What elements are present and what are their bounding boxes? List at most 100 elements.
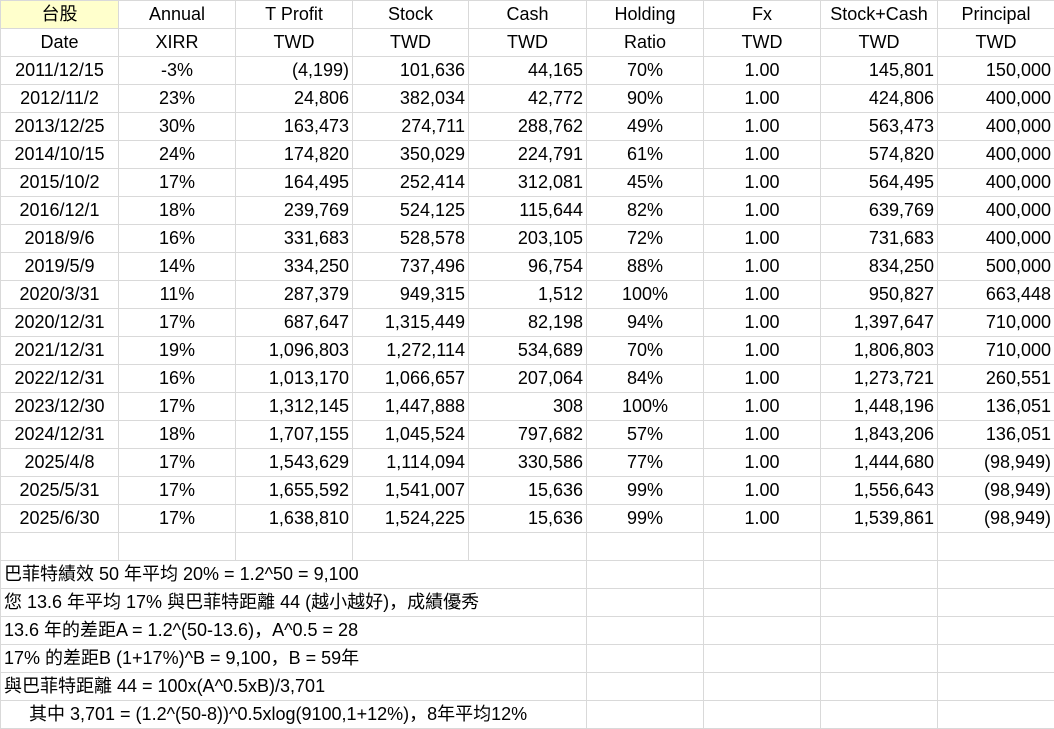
table-cell[interactable]: 88% bbox=[586, 252, 704, 281]
empty-cell[interactable] bbox=[820, 560, 938, 589]
table-cell[interactable]: 101,636 bbox=[352, 56, 469, 85]
table-cell[interactable]: 61% bbox=[586, 140, 704, 169]
table-cell[interactable]: 563,473 bbox=[820, 112, 938, 141]
table-cell[interactable]: 2011/12/15 bbox=[0, 56, 119, 85]
table-cell[interactable]: 1.00 bbox=[703, 308, 821, 337]
header-cell[interactable]: Fx bbox=[703, 0, 821, 29]
empty-cell[interactable] bbox=[586, 616, 704, 645]
table-cell[interactable]: 2023/12/30 bbox=[0, 392, 119, 421]
table-cell[interactable]: 115,644 bbox=[468, 196, 587, 225]
table-cell[interactable]: 2020/3/31 bbox=[0, 280, 119, 309]
header-cell[interactable]: TWD bbox=[352, 28, 469, 57]
table-cell[interactable]: 1.00 bbox=[703, 168, 821, 197]
header-cell[interactable]: Principal bbox=[937, 0, 1054, 29]
table-cell[interactable]: 1,512 bbox=[468, 280, 587, 309]
empty-cell[interactable] bbox=[937, 644, 1054, 673]
empty-cell[interactable] bbox=[820, 700, 938, 729]
table-cell[interactable]: 500,000 bbox=[937, 252, 1054, 281]
header-cell[interactable]: XIRR bbox=[118, 28, 236, 57]
table-cell[interactable]: 239,769 bbox=[235, 196, 353, 225]
table-cell[interactable]: 687,647 bbox=[235, 308, 353, 337]
empty-cell[interactable] bbox=[937, 672, 1054, 701]
empty-cell[interactable] bbox=[0, 532, 119, 561]
table-cell[interactable]: (98,949) bbox=[937, 504, 1054, 533]
table-cell[interactable]: 163,473 bbox=[235, 112, 353, 141]
table-cell[interactable]: 1,843,206 bbox=[820, 420, 938, 449]
table-cell[interactable]: 1.00 bbox=[703, 336, 821, 365]
header-cell[interactable]: TWD bbox=[937, 28, 1054, 57]
table-cell[interactable]: 70% bbox=[586, 336, 704, 365]
table-cell[interactable]: 2025/6/30 bbox=[0, 504, 119, 533]
empty-cell[interactable] bbox=[586, 700, 704, 729]
table-cell[interactable]: 45% bbox=[586, 168, 704, 197]
table-cell[interactable]: 2014/10/15 bbox=[0, 140, 119, 169]
table-cell[interactable]: 99% bbox=[586, 476, 704, 505]
table-cell[interactable]: (98,949) bbox=[937, 476, 1054, 505]
table-cell[interactable]: 834,250 bbox=[820, 252, 938, 281]
table-cell[interactable]: 11% bbox=[118, 280, 236, 309]
empty-cell[interactable] bbox=[703, 588, 821, 617]
table-cell[interactable]: 84% bbox=[586, 364, 704, 393]
header-cell[interactable]: TWD bbox=[820, 28, 938, 57]
table-cell[interactable]: 24,806 bbox=[235, 84, 353, 113]
empty-cell[interactable] bbox=[820, 616, 938, 645]
empty-cell[interactable] bbox=[468, 532, 587, 561]
table-cell[interactable]: 1,045,524 bbox=[352, 420, 469, 449]
table-cell[interactable]: 287,379 bbox=[235, 280, 353, 309]
table-cell[interactable]: 1,096,803 bbox=[235, 336, 353, 365]
note-text[interactable]: 13.6 年的差距A = 1.2^(50-13.6)，A^0.5 = 28 bbox=[0, 616, 587, 645]
table-cell[interactable]: 2016/12/1 bbox=[0, 196, 119, 225]
table-cell[interactable]: 2015/10/2 bbox=[0, 168, 119, 197]
empty-cell[interactable] bbox=[586, 672, 704, 701]
note-text[interactable]: 您 13.6 年平均 17% 與巴菲特距離 44 (越小越好)，成績優秀 bbox=[0, 588, 587, 617]
table-cell[interactable]: 400,000 bbox=[937, 224, 1054, 253]
table-cell[interactable]: 2013/12/25 bbox=[0, 112, 119, 141]
header-cell[interactable]: Holding bbox=[586, 0, 704, 29]
empty-cell[interactable] bbox=[703, 672, 821, 701]
table-cell[interactable]: 2012/11/2 bbox=[0, 84, 119, 113]
table-cell[interactable]: 90% bbox=[586, 84, 704, 113]
table-cell[interactable]: 737,496 bbox=[352, 252, 469, 281]
note-text[interactable]: 巴菲特績效 50 年平均 20% = 1.2^50 = 9,100 bbox=[0, 560, 587, 589]
header-cell[interactable]: Cash bbox=[468, 0, 587, 29]
table-cell[interactable]: 224,791 bbox=[468, 140, 587, 169]
table-cell[interactable]: 312,081 bbox=[468, 168, 587, 197]
table-cell[interactable]: 15,636 bbox=[468, 476, 587, 505]
table-cell[interactable]: 288,762 bbox=[468, 112, 587, 141]
table-cell[interactable]: -3% bbox=[118, 56, 236, 85]
table-cell[interactable]: 136,051 bbox=[937, 420, 1054, 449]
empty-cell[interactable] bbox=[820, 672, 938, 701]
empty-cell[interactable] bbox=[703, 560, 821, 589]
table-cell[interactable]: 2022/12/31 bbox=[0, 364, 119, 393]
table-cell[interactable]: 1,556,643 bbox=[820, 476, 938, 505]
table-cell[interactable]: 14% bbox=[118, 252, 236, 281]
header-cell[interactable]: 台股 bbox=[0, 0, 119, 29]
table-cell[interactable]: 1.00 bbox=[703, 280, 821, 309]
table-cell[interactable]: 15,636 bbox=[468, 504, 587, 533]
table-cell[interactable]: 1.00 bbox=[703, 224, 821, 253]
table-cell[interactable]: 94% bbox=[586, 308, 704, 337]
table-cell[interactable]: 350,029 bbox=[352, 140, 469, 169]
table-cell[interactable]: 16% bbox=[118, 224, 236, 253]
table-cell[interactable]: 99% bbox=[586, 504, 704, 533]
table-cell[interactable]: 2021/12/31 bbox=[0, 336, 119, 365]
header-cell[interactable]: Stock bbox=[352, 0, 469, 29]
table-cell[interactable]: 308 bbox=[468, 392, 587, 421]
empty-cell[interactable] bbox=[703, 616, 821, 645]
table-cell[interactable]: 797,682 bbox=[468, 420, 587, 449]
table-cell[interactable]: 528,578 bbox=[352, 224, 469, 253]
empty-cell[interactable] bbox=[937, 560, 1054, 589]
header-cell[interactable]: TWD bbox=[235, 28, 353, 57]
table-cell[interactable]: (4,199) bbox=[235, 56, 353, 85]
table-cell[interactable]: 72% bbox=[586, 224, 704, 253]
empty-cell[interactable] bbox=[820, 532, 938, 561]
table-cell[interactable]: 731,683 bbox=[820, 224, 938, 253]
empty-cell[interactable] bbox=[703, 532, 821, 561]
table-cell[interactable]: (98,949) bbox=[937, 448, 1054, 477]
table-cell[interactable]: 1,447,888 bbox=[352, 392, 469, 421]
table-cell[interactable]: 1.00 bbox=[703, 56, 821, 85]
table-cell[interactable]: 1,315,449 bbox=[352, 308, 469, 337]
table-cell[interactable]: 1,524,225 bbox=[352, 504, 469, 533]
table-cell[interactable]: 1.00 bbox=[703, 252, 821, 281]
empty-cell[interactable] bbox=[586, 588, 704, 617]
